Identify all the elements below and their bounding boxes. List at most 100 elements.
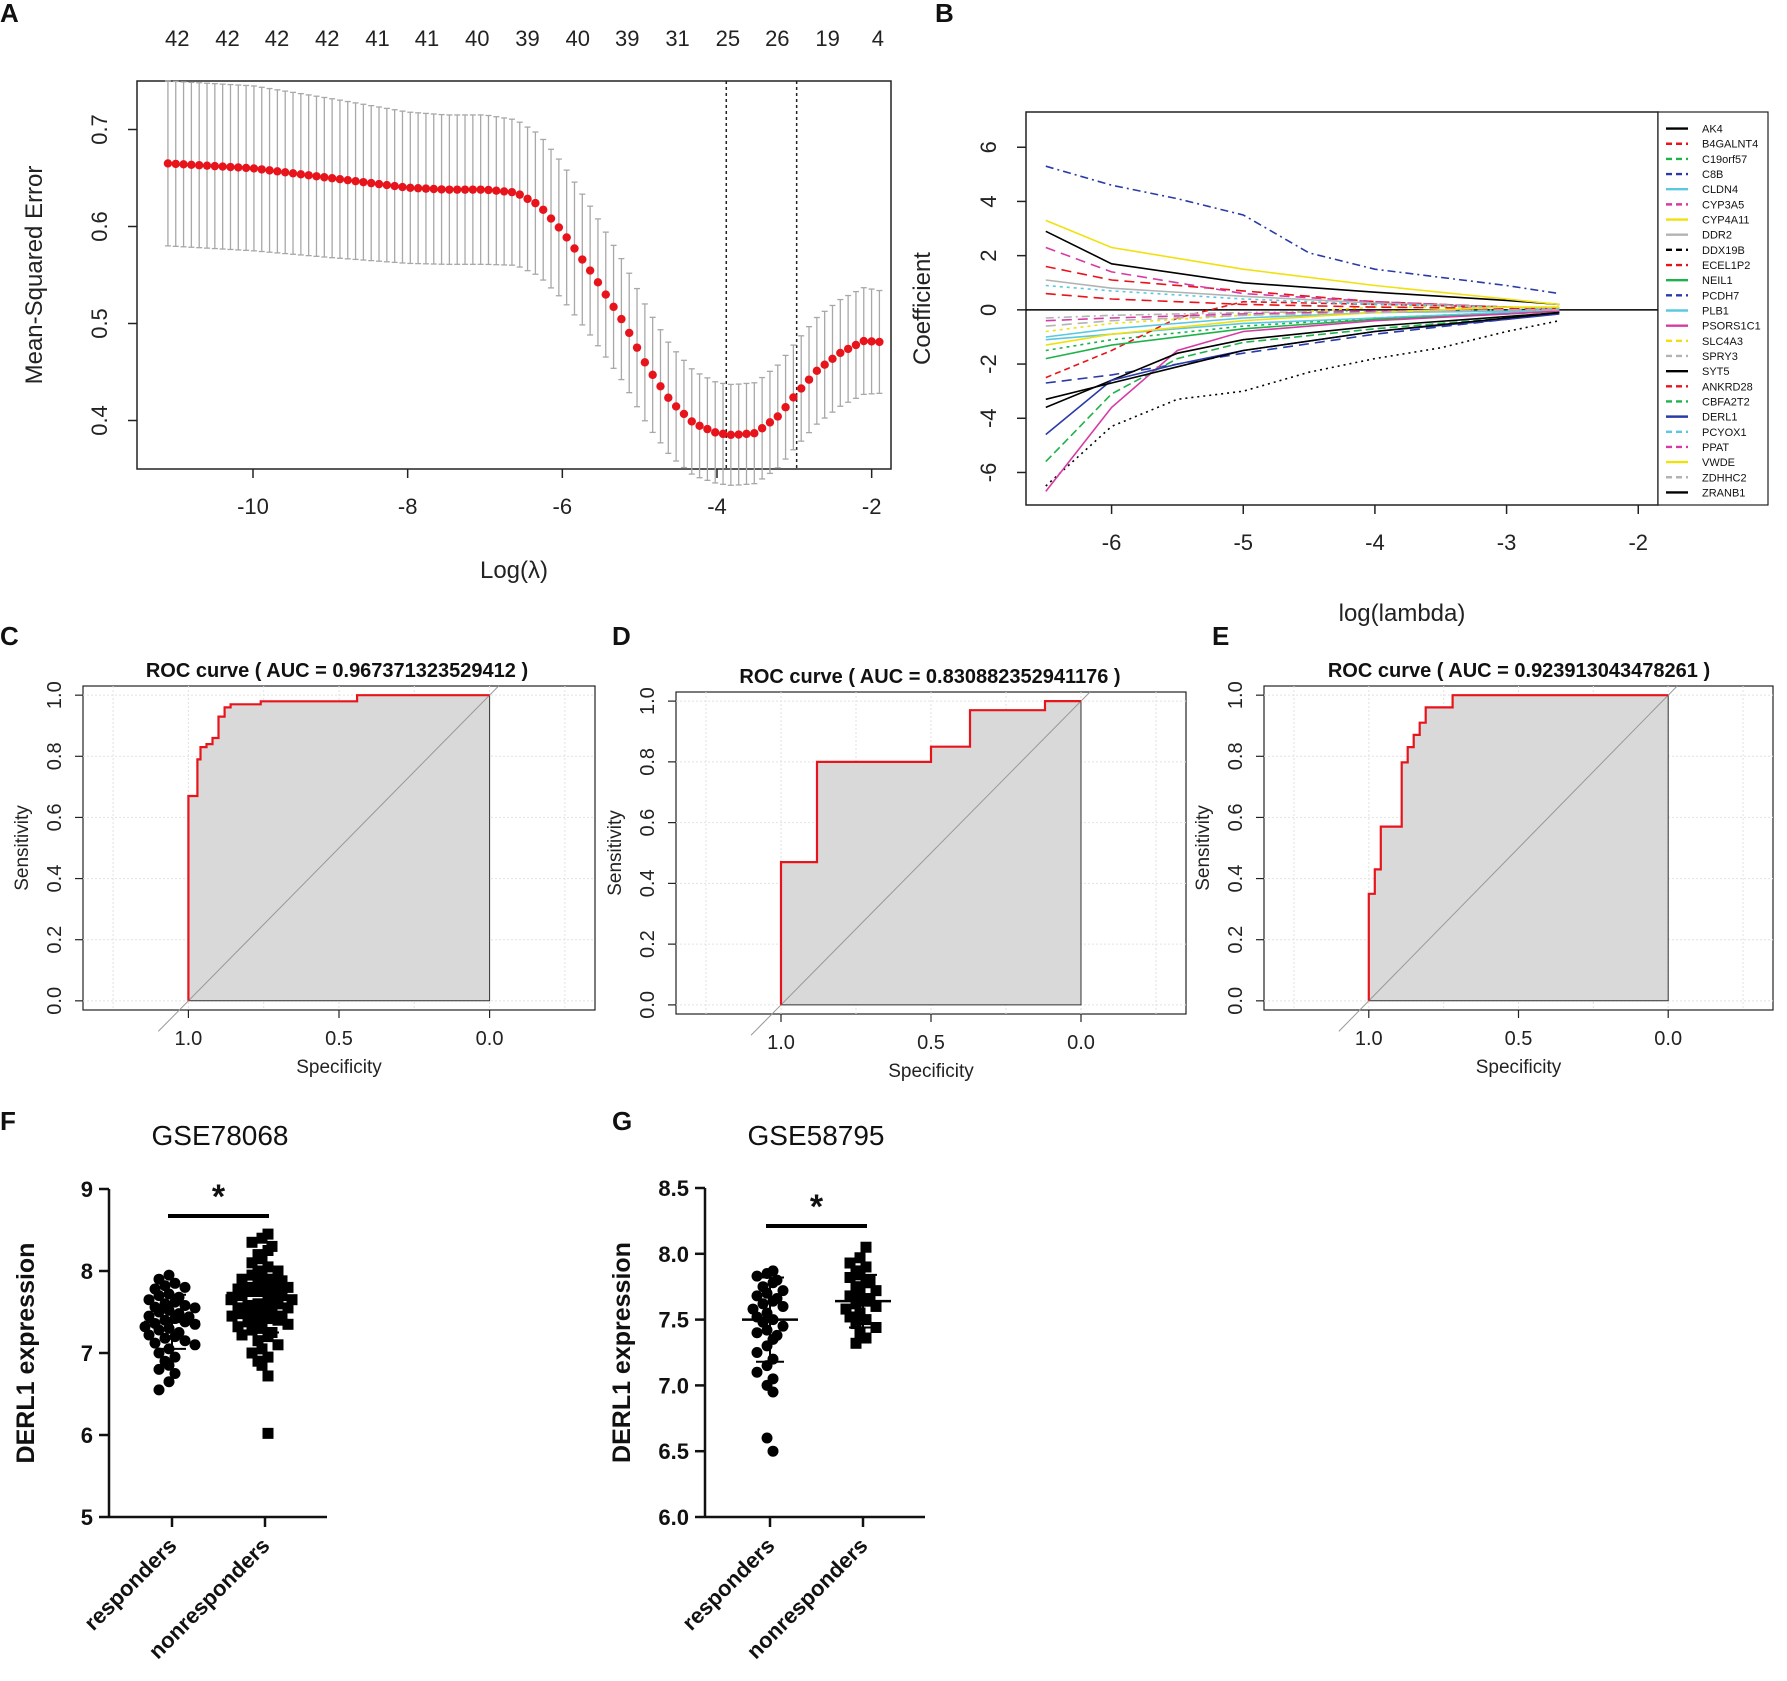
y-tick-label: 0.0 [1225, 987, 1247, 1015]
data-point [256, 1286, 268, 1297]
mse-point [578, 255, 587, 264]
y-axis-label: Sensitivity [1193, 805, 1214, 891]
y-tick-label: -6 [976, 463, 1001, 483]
legend-label: ZRANB1 [1702, 487, 1745, 499]
data-point [860, 1314, 872, 1326]
reference-diagonal [1338, 685, 1678, 1032]
mse-point [539, 205, 548, 214]
data-point [143, 1329, 155, 1341]
mse-point [241, 163, 251, 173]
y-axis-label: Sensitivity [605, 810, 626, 896]
x-tick-label: -6 [553, 494, 573, 519]
mse-point [797, 384, 806, 393]
data-point [272, 1314, 284, 1326]
roc-title: ROC curve ( AUC = 0.967371323529412 ) [146, 660, 528, 682]
mse-point [742, 429, 751, 439]
mse-point [343, 175, 352, 185]
data-point [236, 1290, 248, 1302]
data-point [153, 1324, 165, 1336]
top-count-label: 25 [716, 26, 740, 51]
mse-point [632, 343, 642, 352]
coef-path-derl1 [1045, 313, 1560, 436]
legend-label: PSORS1C1 [1702, 321, 1761, 333]
data-point [860, 1241, 872, 1253]
mse-point [210, 161, 220, 171]
mse-point [671, 402, 681, 411]
data-point [189, 1318, 201, 1330]
legend-label: CYP3A5 [1702, 199, 1744, 211]
mse-point [202, 161, 212, 170]
data-point [179, 1335, 191, 1347]
data-point [179, 1281, 191, 1293]
plot-frame [1025, 111, 1659, 506]
data-point [169, 1368, 181, 1379]
y-tick-label: 0.0 [44, 987, 66, 1015]
mse-point [249, 164, 259, 173]
mse-point [812, 366, 822, 376]
data-point [252, 1314, 264, 1326]
significance-star: * [212, 1178, 226, 1216]
mse-point [726, 430, 736, 440]
data-point [767, 1445, 779, 1457]
y-tick-label: 7.5 [658, 1308, 689, 1333]
data-point [246, 1347, 258, 1359]
data-point [163, 1376, 175, 1388]
mse-point [367, 178, 376, 188]
y-axis-label: Coefficient [909, 252, 936, 365]
data-point [751, 1366, 763, 1378]
mse-point [468, 185, 478, 194]
panel-letter-D: D [612, 621, 631, 651]
top-count-label: 41 [365, 26, 389, 51]
data-point [232, 1321, 244, 1333]
roc-curve [1367, 694, 1669, 1001]
coef-path-c8b [1045, 165, 1560, 295]
x-tick-label: 1.0 [175, 1028, 203, 1050]
data-point [850, 1298, 862, 1310]
legend-box [1657, 111, 1769, 506]
top-count-label: 42 [215, 26, 239, 51]
x-tick-label: -2 [1628, 530, 1648, 555]
data-point [189, 1302, 201, 1314]
x-tick-label: 0.0 [1654, 1028, 1682, 1050]
data-point [189, 1339, 201, 1351]
mse-point [218, 162, 227, 171]
coef-path-plb1 [1045, 309, 1560, 338]
data-point [139, 1321, 151, 1333]
mse-point [828, 354, 837, 364]
y-tick-label: 0.8 [637, 748, 659, 776]
mse-point [390, 181, 399, 191]
y-tick-label: 7.0 [658, 1373, 689, 1398]
data-point [262, 1313, 274, 1325]
y-tick-label: 8.0 [658, 1242, 689, 1267]
data-point [751, 1270, 763, 1282]
data-point [232, 1283, 244, 1295]
coef-path-ddr2 [1045, 279, 1560, 310]
mse-point [617, 314, 626, 324]
data-point [262, 1427, 274, 1439]
data-point [751, 1290, 763, 1302]
y-tick-label: 0.2 [1225, 926, 1247, 954]
coef-path-ak4 [1045, 230, 1560, 306]
data-point [761, 1360, 773, 1372]
data-point [272, 1280, 284, 1292]
mse-point [836, 348, 845, 358]
data-point [761, 1268, 773, 1280]
legend-label: CLDN4 [1702, 184, 1738, 196]
mse-point [765, 418, 775, 427]
mse-point [781, 403, 790, 412]
mse-point [789, 393, 798, 402]
x-axis-label: Specificity [296, 1057, 382, 1078]
mse-point [601, 290, 610, 299]
panel-letter-E: E [1212, 621, 1229, 651]
data-point [844, 1271, 856, 1283]
data-point [256, 1304, 268, 1316]
mse-point [304, 171, 313, 180]
data-point [844, 1257, 856, 1269]
legend-label: DERL1 [1702, 412, 1737, 424]
legend-label: SLC4A3 [1702, 336, 1743, 348]
mse-point [281, 168, 290, 177]
data-point [256, 1253, 268, 1265]
mse-point [234, 163, 243, 172]
data-point [854, 1327, 866, 1339]
x-tick-label: 0.0 [1067, 1032, 1095, 1054]
